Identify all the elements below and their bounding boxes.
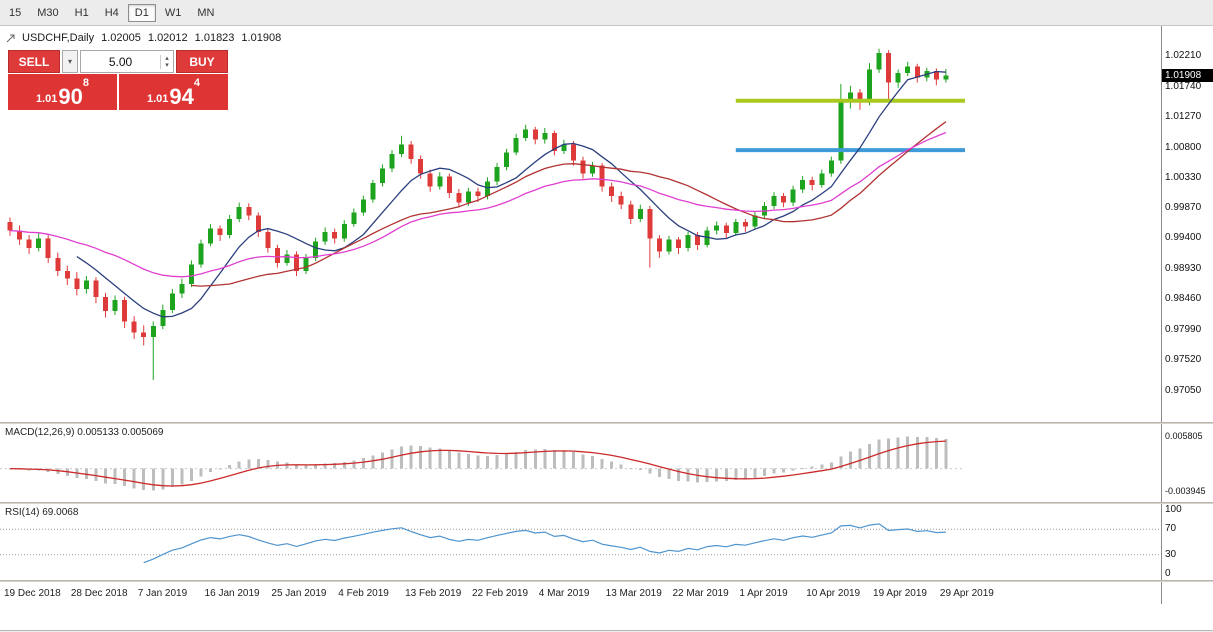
rsi-axis-label: 70 (1165, 523, 1177, 535)
panel-resize-handle[interactable] (0, 422, 1213, 424)
rsi-panel: RSI(14) 69.0068 100 70 30 0 (0, 504, 1213, 580)
date-label: 10 Apr 2019 (806, 588, 860, 599)
volume-stepper[interactable]: ▴ ▾ (160, 54, 173, 69)
time-axis-corner (1161, 582, 1213, 604)
price-axis-label: 0.98460 (1165, 293, 1202, 305)
timeframe-button-h1[interactable]: H1 (68, 4, 96, 22)
panel-resize-handle[interactable] (0, 580, 1213, 582)
date-label: 19 Dec 2018 (4, 588, 61, 599)
price-axis-label: 0.99400 (1165, 232, 1202, 244)
macd-panel: MACD(12,26,9) 0.005133 0.005069 0.005805… (0, 424, 1213, 502)
timeframe-button-d1[interactable]: D1 (127, 3, 156, 22)
price-chart-plot[interactable]: USDCHF,Daily 1.02005 1.02012 1.01823 1.0… (0, 26, 1161, 422)
date-label: 25 Jan 2019 (271, 588, 326, 599)
volume-field[interactable]: 5.00 ▴ ▾ (80, 50, 174, 73)
date-label: 1 Apr 2019 (739, 588, 788, 599)
macd-axis[interactable]: 0.005805 -0.003945 (1161, 424, 1213, 502)
date-label: 22 Feb 2019 (472, 588, 529, 599)
macd-plot[interactable]: MACD(12,26,9) 0.005133 0.005069 (0, 424, 1161, 502)
chart-arrow-icon (6, 34, 15, 42)
buy-price-button[interactable]: 1.01 94 4 (119, 74, 228, 110)
bid-pip: 8 (82, 77, 90, 89)
ask-main: 94 (169, 84, 194, 109)
timeframe-button-h4[interactable]: H4 (98, 4, 126, 22)
chart-window: USDCHF,Daily 1.02005 1.02012 1.01823 1.0… (0, 26, 1213, 630)
rsi-plot[interactable]: RSI(14) 69.0068 (0, 504, 1161, 580)
price-axis-label: 0.97050 (1165, 384, 1202, 396)
macd-axis-label: 0.005805 (1165, 430, 1203, 441)
chevron-down-icon: ▾ (67, 57, 72, 66)
date-label: 4 Feb 2019 (338, 588, 389, 599)
price-axis-label: 1.01270 (1165, 111, 1202, 122)
price-axis-label: 1.00330 (1165, 172, 1202, 183)
stepper-down-icon[interactable]: ▾ (165, 61, 169, 69)
low-value: 1.01823 (194, 32, 235, 44)
volume-value[interactable]: 5.00 (108, 54, 133, 69)
timeframe-button-mn[interactable]: MN (190, 4, 221, 22)
price-panel: USDCHF,Daily 1.02005 1.02012 1.01823 1.0… (0, 26, 1213, 422)
time-axis[interactable]: 19 Dec 2018 28 Dec 2018 7 Jan 2019 16 Jan 2… (0, 582, 1213, 604)
date-label: 13 Mar 2019 (606, 588, 663, 599)
date-label: 7 Jan 2019 (138, 588, 188, 599)
macd-label: MACD(12,26,9) 0.005133 0.005069 (5, 427, 164, 438)
macd-axis-label: -0.003945 (1165, 485, 1206, 496)
price-axis[interactable]: 1.01908 1.02210 1.01740 1.01270 1.00800 1.00… (1161, 26, 1213, 422)
sell-button[interactable]: SELL (8, 50, 60, 73)
symbol-label: USDCHF,Daily (22, 32, 95, 44)
date-label: 16 Jan 2019 (205, 588, 260, 599)
price-axis-label: 1.01740 (1165, 80, 1202, 92)
price-axis-label: 0.97520 (1165, 354, 1202, 366)
date-label: 28 Dec 2018 (71, 588, 128, 599)
date-label: 13 Feb 2019 (405, 588, 462, 599)
timeframe-button-w1[interactable]: W1 (158, 4, 189, 22)
rsi-axis-label: 30 (1165, 548, 1177, 560)
rsi-axis-label: 100 (1165, 504, 1182, 515)
rsi-axis-label: 0 (1165, 568, 1171, 579)
date-label: 19 Apr 2019 (873, 588, 927, 599)
bid-prefix: 1.01 (35, 93, 58, 105)
stepper-up-icon[interactable]: ▴ (165, 54, 169, 62)
high-value: 1.02012 (147, 32, 188, 44)
volume-dropdown-button[interactable]: ▾ (62, 50, 78, 73)
open-value: 1.02005 (101, 32, 141, 44)
date-label: 29 Apr 2019 (940, 588, 994, 599)
buy-button[interactable]: BUY (176, 50, 228, 73)
symbol-tabbar: EURUSD,DailyAUDUSD,DailyUSDCHF,DailyUSDC… (0, 630, 1213, 632)
timeframe-toolbar: 15 M30 H1 H4 D1 W1 MN (0, 0, 1213, 26)
price-axis-label: 0.99870 (1165, 201, 1202, 213)
panel-resize-handle[interactable] (0, 502, 1213, 504)
price-axis-label: 0.97990 (1165, 323, 1202, 335)
one-click-trading-panel: SELL ▾ 5.00 ▴ ▾ BUY (8, 50, 228, 110)
timeframe-button-15[interactable]: 15 (2, 4, 28, 22)
current-price-tag: 1.01908 (1162, 68, 1213, 82)
bid-main: 90 (58, 84, 83, 109)
close-value: 1.01908 (241, 32, 282, 44)
date-label: 4 Mar 2019 (539, 588, 590, 599)
chart-title: USDCHF,Daily 1.02005 1.02012 1.01823 1.0… (6, 32, 281, 44)
rsi-label: RSI(14) 69.0068 (5, 507, 79, 518)
timeframe-button-m30[interactable]: M30 (30, 4, 65, 22)
price-axis-label: 1.00800 (1165, 141, 1202, 153)
ask-pip: 4 (193, 77, 201, 89)
date-label: 22 Mar 2019 (673, 588, 730, 599)
ask-prefix: 1.01 (146, 93, 169, 105)
rsi-axis[interactable]: 100 70 30 0 (1161, 504, 1213, 580)
sell-price-button[interactable]: 1.01 90 8 (8, 74, 117, 110)
price-axis-label: 1.02210 (1165, 50, 1202, 61)
price-axis-label: 0.98930 (1165, 262, 1202, 274)
